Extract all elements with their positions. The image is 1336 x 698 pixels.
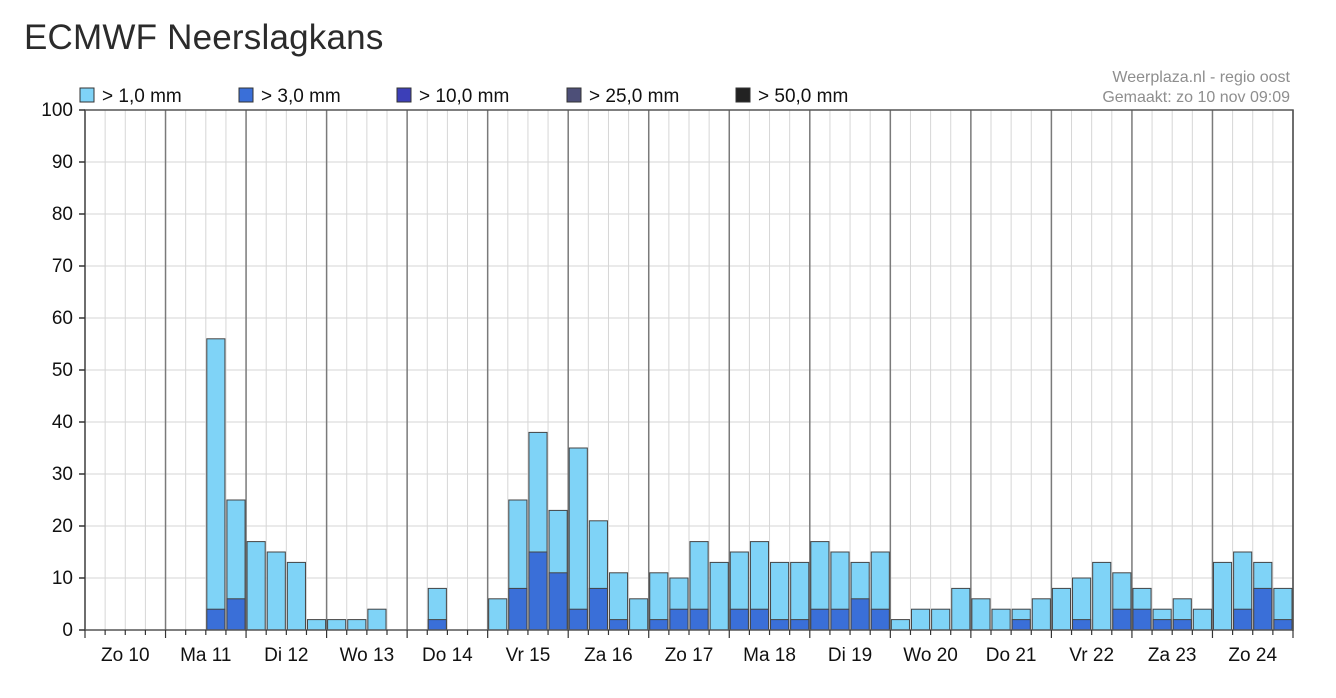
bar-series-1 bbox=[427, 619, 447, 631]
legend-label: > 50,0 mm bbox=[758, 86, 848, 107]
legend-label: > 10,0 mm bbox=[419, 86, 509, 107]
y-tick-label: 70 bbox=[52, 256, 73, 277]
axes-layer: 0 10 20 30 40 50 60 70 80 90 100 Zo 10 Ma 11 Di 12 Wo … bbox=[41, 100, 1294, 666]
x-tick-label: Zo 10 bbox=[101, 645, 150, 666]
x-tick-label: Do 14 bbox=[422, 645, 473, 666]
bar-series-1 bbox=[1253, 587, 1273, 631]
y-tick-label: 80 bbox=[52, 204, 73, 225]
bar-series-0 bbox=[568, 447, 588, 631]
legend-label: > 1,0 mm bbox=[102, 86, 182, 107]
bar-series-0 bbox=[306, 619, 327, 631]
bar-series-1 bbox=[830, 608, 850, 631]
y-tick-label: 20 bbox=[52, 516, 73, 537]
y-tick-label: 0 bbox=[62, 620, 73, 641]
x-tick-label: Wo 20 bbox=[903, 645, 958, 666]
bar-series-1 bbox=[669, 608, 689, 631]
bar-series-0 bbox=[1051, 587, 1072, 631]
y-tick-label: 50 bbox=[52, 360, 73, 381]
bar-series-0 bbox=[488, 598, 508, 631]
bar-series-1 bbox=[528, 551, 548, 631]
bar-series-0 bbox=[206, 338, 226, 631]
y-tick-label: 10 bbox=[52, 568, 73, 589]
bar-series-0 bbox=[367, 608, 387, 631]
legend: > 1,0 mm > 3,0 mm > 10,0 mm > 25,0 mm > 50,0… bbox=[79, 86, 848, 107]
bar-series-0 bbox=[931, 608, 951, 631]
grid-layer bbox=[84, 109, 1294, 631]
legend-swatch bbox=[396, 87, 412, 103]
bar-series-1 bbox=[870, 608, 890, 631]
credit-source: Weerplaza.nl - regio oost bbox=[1112, 69, 1290, 86]
bar-series-0 bbox=[971, 598, 991, 631]
bar-series-1 bbox=[649, 619, 669, 631]
x-tick-label: Zo 24 bbox=[1228, 645, 1277, 666]
x-tick-label: Za 23 bbox=[1148, 645, 1197, 666]
bar-series-0 bbox=[1192, 608, 1212, 631]
bar-series-1 bbox=[749, 608, 770, 631]
x-tick-label: Di 19 bbox=[828, 645, 872, 666]
x-tick-label: Vr 15 bbox=[506, 645, 551, 666]
bar-series-1 bbox=[608, 619, 629, 631]
y-tick-label: 90 bbox=[52, 152, 73, 173]
bar-series-0 bbox=[709, 561, 729, 631]
bar-series-1 bbox=[729, 608, 749, 631]
bar-series-1 bbox=[1172, 619, 1192, 631]
bar-series-0 bbox=[347, 619, 367, 631]
x-tick-label: Wo 13 bbox=[340, 645, 395, 666]
bar-series-1 bbox=[770, 619, 790, 631]
bar-series-0 bbox=[1031, 598, 1051, 631]
bar-series-1 bbox=[689, 608, 709, 631]
bar-series-1 bbox=[1011, 619, 1031, 631]
bar-series-0 bbox=[1212, 561, 1233, 631]
x-tick-label: Ma 11 bbox=[180, 645, 231, 666]
x-tick-label: Vr 22 bbox=[1069, 645, 1114, 666]
chart-title: ECMWF Neerslagkans bbox=[24, 18, 384, 57]
bar-series-0 bbox=[266, 551, 286, 631]
legend-swatch bbox=[238, 87, 254, 103]
bar-series-1 bbox=[1273, 619, 1293, 631]
bar-series-0 bbox=[629, 598, 649, 631]
y-tick-label: 30 bbox=[52, 464, 73, 485]
bar-series-0 bbox=[286, 561, 306, 631]
legend-label: > 25,0 mm bbox=[589, 86, 679, 107]
y-tick-label: 100 bbox=[41, 100, 73, 121]
bar-series-1 bbox=[1152, 619, 1172, 631]
bar-series-0 bbox=[246, 541, 266, 631]
bar-series-1 bbox=[226, 598, 246, 631]
bar-series-1 bbox=[508, 587, 528, 631]
x-tick-label: Di 12 bbox=[264, 645, 308, 666]
bar-series-1 bbox=[568, 608, 588, 631]
bar-series-1 bbox=[1072, 619, 1092, 631]
bar-series-0 bbox=[1092, 561, 1112, 631]
bar-series-1 bbox=[1132, 608, 1152, 631]
bar-series-1 bbox=[1233, 608, 1253, 631]
x-tick-label: Za 16 bbox=[584, 645, 633, 666]
bar-series-0 bbox=[991, 608, 1011, 631]
bar-series-1 bbox=[790, 619, 810, 631]
x-tick-label: Ma 18 bbox=[743, 645, 796, 666]
bar-series-0 bbox=[327, 619, 347, 631]
x-tick-label: Do 21 bbox=[986, 645, 1037, 666]
bar-series-1 bbox=[588, 587, 608, 631]
y-tick-label: 60 bbox=[52, 308, 73, 329]
bar-series-1 bbox=[206, 608, 226, 631]
legend-label: > 3,0 mm bbox=[261, 86, 341, 107]
bar-series-1 bbox=[850, 598, 870, 631]
legend-swatch bbox=[79, 87, 95, 103]
legend-swatch bbox=[735, 87, 751, 103]
bar-series-1 bbox=[1112, 608, 1132, 631]
y-tick-label: 40 bbox=[52, 412, 73, 433]
x-tick-label: Zo 17 bbox=[665, 645, 714, 666]
bar-series-1 bbox=[810, 608, 830, 631]
bar-series-1 bbox=[548, 572, 568, 631]
bar-series-0 bbox=[910, 608, 931, 631]
bar-series-0 bbox=[890, 619, 910, 631]
bar-series-0 bbox=[951, 587, 971, 631]
legend-swatch bbox=[566, 87, 582, 103]
credit-timestamp: Gemaakt: zo 10 nov 09:09 bbox=[1102, 89, 1290, 106]
